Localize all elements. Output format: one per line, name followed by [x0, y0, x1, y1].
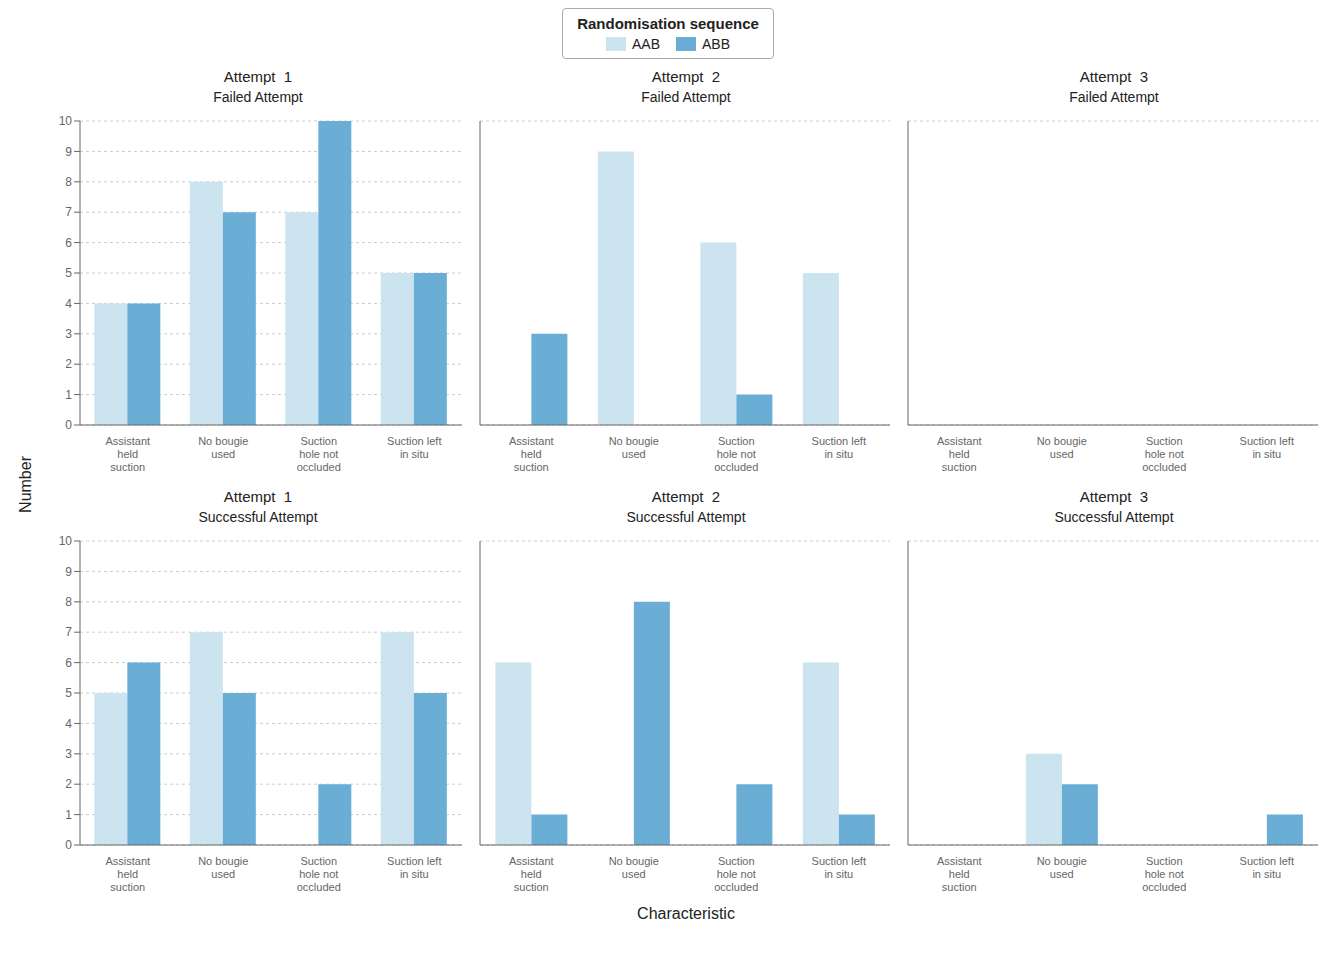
svg-text:No bougieused: No bougieused [198, 855, 248, 880]
html-text:Successful Attempt: Successful Attempt [1054, 509, 1174, 525]
svg-text:7: 7 [65, 625, 72, 639]
svg-text:Suctionhole notoccluded: Suctionhole notoccluded [714, 435, 758, 473]
svg-text:Suctionhole notoccluded: Suctionhole notoccluded [1142, 855, 1186, 893]
svg-text:Assistantheldsuction: Assistantheldsuction [937, 855, 982, 893]
svg-text:10: 10 [59, 534, 73, 548]
svg-text:5: 5 [65, 686, 72, 700]
html-text:ABB: ABB [702, 36, 730, 52]
svg-text:Assistantheldsuction: Assistantheldsuction [937, 435, 982, 473]
svg-text:Suction leftin situ: Suction leftin situ [812, 435, 866, 460]
svg-text:3: 3 [65, 327, 72, 341]
svg-text:3: 3 [65, 747, 72, 761]
svg-text:9: 9 [65, 565, 72, 579]
svg-text:1: 1 [65, 388, 72, 402]
svg-text:Suction leftin situ: Suction leftin situ [1240, 855, 1294, 880]
svg-text:No bougieused: No bougieused [609, 855, 659, 880]
html-text:AAB: AAB [632, 36, 660, 52]
svg-text:8: 8 [65, 595, 72, 609]
svg-text:4: 4 [65, 297, 72, 311]
svg-text:No bougieused: No bougieused [1037, 855, 1087, 880]
svg-text:Suction leftin situ: Suction leftin situ [812, 855, 866, 880]
svg-text:No bougieused: No bougieused [1037, 435, 1087, 460]
svg-text:Suctionhole notoccluded: Suctionhole notoccluded [1142, 435, 1186, 473]
svg-text:Assistantheldsuction: Assistantheldsuction [105, 855, 150, 893]
svg-text:6: 6 [65, 656, 72, 670]
html-text:Failed Attempt: Failed Attempt [1069, 89, 1159, 105]
svg-text:0: 0 [65, 418, 72, 432]
svg-text:No bougieused: No bougieused [609, 435, 659, 460]
svg-text:Assistantheldsuction: Assistantheldsuction [509, 855, 554, 893]
html-text:Failed Attempt: Failed Attempt [641, 89, 731, 105]
svg-text:Suction leftin situ: Suction leftin situ [387, 855, 441, 880]
svg-text:2: 2 [65, 777, 72, 791]
svg-text:1: 1 [65, 808, 72, 822]
html-text:Attempt 1: Attempt 1 [223, 68, 293, 85]
html-text:Attempt 3: Attempt 3 [1079, 488, 1149, 505]
svg-text:6: 6 [65, 236, 72, 250]
html-text:Successful Attempt: Successful Attempt [198, 509, 318, 525]
html-text:Failed Attempt: Failed Attempt [213, 89, 303, 105]
svg-text:Suction leftin situ: Suction leftin situ [387, 435, 441, 460]
svg-text:0: 0 [65, 838, 72, 852]
svg-text:10: 10 [59, 114, 73, 128]
svg-text:No bougieused: No bougieused [198, 435, 248, 460]
svg-text:Suctionhole notoccluded: Suctionhole notoccluded [297, 435, 341, 473]
svg-text:9: 9 [65, 145, 72, 159]
svg-text:Assistantheldsuction: Assistantheldsuction [509, 435, 554, 473]
html-text:Attempt 1: Attempt 1 [223, 488, 293, 505]
svg-text:2: 2 [65, 357, 72, 371]
svg-text:Suctionhole notoccluded: Suctionhole notoccluded [297, 855, 341, 893]
html-text:Attempt 3: Attempt 3 [1079, 68, 1149, 85]
svg-text:Assistantheldsuction: Assistantheldsuction [105, 435, 150, 473]
html-text:Attempt 2: Attempt 2 [651, 68, 721, 85]
html-text:Successful Attempt: Successful Attempt [626, 509, 746, 525]
svg-text:Suctionhole notoccluded: Suctionhole notoccluded [714, 855, 758, 893]
svg-text:7: 7 [65, 205, 72, 219]
svg-text:Suction leftin situ: Suction leftin situ [1240, 435, 1294, 460]
svg-text:5: 5 [65, 266, 72, 280]
html-text:Characteristic: Characteristic [637, 905, 735, 922]
html-text:Number: Number [17, 455, 34, 513]
svg-text:8: 8 [65, 175, 72, 189]
svg-text:4: 4 [65, 717, 72, 731]
html-text:Attempt 2: Attempt 2 [651, 488, 721, 505]
html-text:Randomisation sequence: Randomisation sequence [577, 15, 759, 32]
